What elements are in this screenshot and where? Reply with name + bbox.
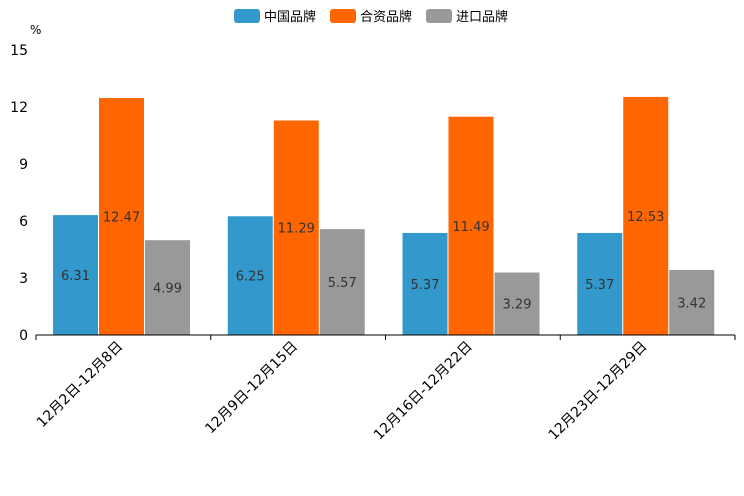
bar-3-1 bbox=[145, 240, 190, 335]
legend-label: 中国品牌 bbox=[264, 9, 316, 25]
bars bbox=[53, 96, 715, 336]
bar-value-label: 6.25 bbox=[236, 270, 265, 285]
bar-value-label: 3.29 bbox=[503, 298, 532, 313]
x-tick-label: 12月16日-12月22日 bbox=[371, 339, 476, 444]
x-tick-label: 12月2日-12月8日 bbox=[34, 339, 126, 431]
bar-value-label: 6.31 bbox=[61, 269, 90, 284]
bar-3-2 bbox=[319, 229, 365, 335]
bar-2-1 bbox=[99, 98, 144, 335]
bar-value-label: 12.47 bbox=[103, 211, 140, 226]
bar-value-label: 5.37 bbox=[585, 278, 614, 293]
legend-label: 合资品牌 bbox=[360, 9, 412, 25]
legend-swatch bbox=[330, 9, 356, 23]
y-tick-label: 12 bbox=[10, 100, 28, 116]
bar-value-label: 3.42 bbox=[677, 297, 706, 312]
bar-3-3 bbox=[494, 272, 540, 335]
bar-2-3 bbox=[448, 116, 494, 335]
legend-swatch bbox=[234, 9, 260, 23]
x-axis-ticks: 12月2日-12月8日 12月9日-12月15日 12月16日-12月22日 12月2… bbox=[34, 335, 736, 444]
y-tick-label: 6 bbox=[19, 214, 28, 230]
y-tick-label: 9 bbox=[19, 157, 28, 173]
bar-labels: 6.31 12.47 4.99 6.25 11.29 5.57 5.37 11.49 3.29 5… bbox=[61, 210, 706, 313]
bar-2-4 bbox=[623, 96, 669, 336]
legend-swatch bbox=[426, 9, 452, 23]
bar-value-label: 12.53 bbox=[627, 210, 664, 225]
bar-3-4 bbox=[669, 270, 715, 335]
x-tick-label: 12月9日-12月15日 bbox=[202, 339, 301, 438]
y-axis-unit-label: % bbox=[30, 23, 41, 37]
bar-value-label: 11.29 bbox=[278, 222, 315, 237]
legend-label: 进口品牌 bbox=[456, 9, 508, 25]
bar-1-3 bbox=[402, 232, 448, 335]
y-tick-label: 0 bbox=[19, 328, 28, 344]
bar-1-4 bbox=[577, 232, 623, 335]
bar-value-label: 4.99 bbox=[153, 282, 182, 297]
bar-value-label: 5.57 bbox=[328, 276, 357, 291]
bar-value-label: 11.49 bbox=[452, 220, 489, 235]
bar-2-2 bbox=[273, 120, 319, 336]
y-tick-label: 3 bbox=[19, 271, 28, 287]
bar-1-1 bbox=[53, 215, 98, 335]
y-tick-label: 15 bbox=[10, 43, 28, 59]
legend: 中国品牌 合资品牌 进口品牌 bbox=[234, 9, 508, 25]
bar-value-label: 5.37 bbox=[411, 278, 440, 293]
bar-1-2 bbox=[227, 216, 273, 335]
x-tick-label: 12月23日-12月29日 bbox=[546, 339, 651, 444]
y-axis-ticks: 0 3 6 9 12 15 bbox=[10, 43, 28, 344]
